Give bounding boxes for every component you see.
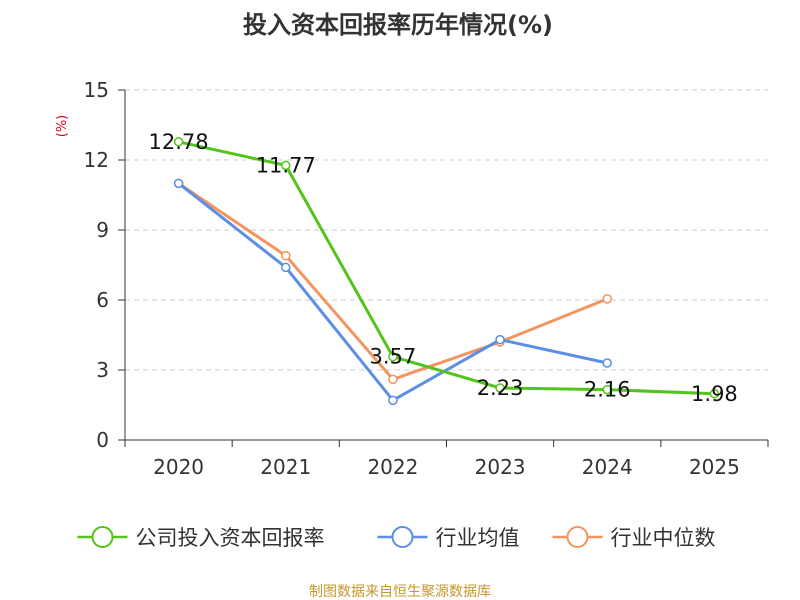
data-point[interactable] [388,351,398,362]
data-point[interactable] [281,250,291,261]
data-point[interactable] [281,160,291,171]
legend-marker [566,526,589,548]
y-axis-ticks: 0 3 6 9 12 15 [84,78,125,452]
data-labels: 12.78 11.77 3.57 2.23 2.16 1.98 [149,130,738,406]
data-label: 11.77 [256,153,316,177]
data-point[interactable] [602,384,612,395]
x-tick-label: 2021 [260,455,311,479]
series-1 [173,178,612,406]
data-label: 2.16 [584,378,631,402]
data-point[interactable] [388,395,398,406]
y-tick-label: 6 [96,288,109,312]
y-tick-label: 12 [84,148,109,172]
data-point[interactable] [602,358,612,368]
legend-label: 行业均值 [436,526,520,550]
legend-item-0[interactable]: 公司投入资本回报率 [77,526,325,550]
y-tick-label: 15 [84,78,109,102]
y-tick-label: 3 [96,358,109,382]
data-label: 3.57 [370,345,417,369]
series-lines [173,137,720,406]
data-label: 2.23 [477,376,524,400]
data-label: 12.78 [149,130,209,154]
data-point[interactable] [388,374,398,385]
x-tick-label: 2023 [475,455,526,479]
grid-lines [125,89,768,371]
axes [124,90,768,441]
x-tick-label: 2024 [582,455,633,479]
legend-label: 公司投入资本回报率 [136,526,325,550]
y-tick-label: 0 [96,428,109,452]
data-point[interactable] [495,383,505,393]
chart-title: 投入资本回报率历年情况(%) [243,11,553,39]
x-tick-label: 2025 [689,455,740,479]
legend-marker [91,526,114,548]
y-tick-label: 9 [96,218,109,242]
series-0 [173,137,720,399]
y-axis-unit-label: (%) [55,115,70,138]
legend[interactable]: 公司投入资本回报率 行业均值 行业中位数 [77,526,716,550]
data-point[interactable] [709,389,720,399]
series-line [177,140,716,396]
legend-item-1[interactable]: 行业均值 [377,526,520,550]
data-point[interactable] [281,262,291,273]
data-label: 1.98 [691,382,738,406]
x-axis-ticks: 2020 2021 2022 2023 2024 2025 [124,440,769,479]
data-point[interactable] [495,334,505,345]
data-point[interactable] [173,178,184,189]
source-caption: 制图数据来自恒生聚源数据库 [309,584,491,600]
x-tick-label: 2020 [153,455,204,479]
legend-item-2[interactable]: 行业中位数 [552,526,716,550]
x-tick-label: 2022 [367,455,418,479]
legend-marker [391,526,414,548]
legend-label: 行业中位数 [611,526,716,550]
data-point[interactable] [173,137,184,147]
data-point[interactable] [602,294,612,304]
